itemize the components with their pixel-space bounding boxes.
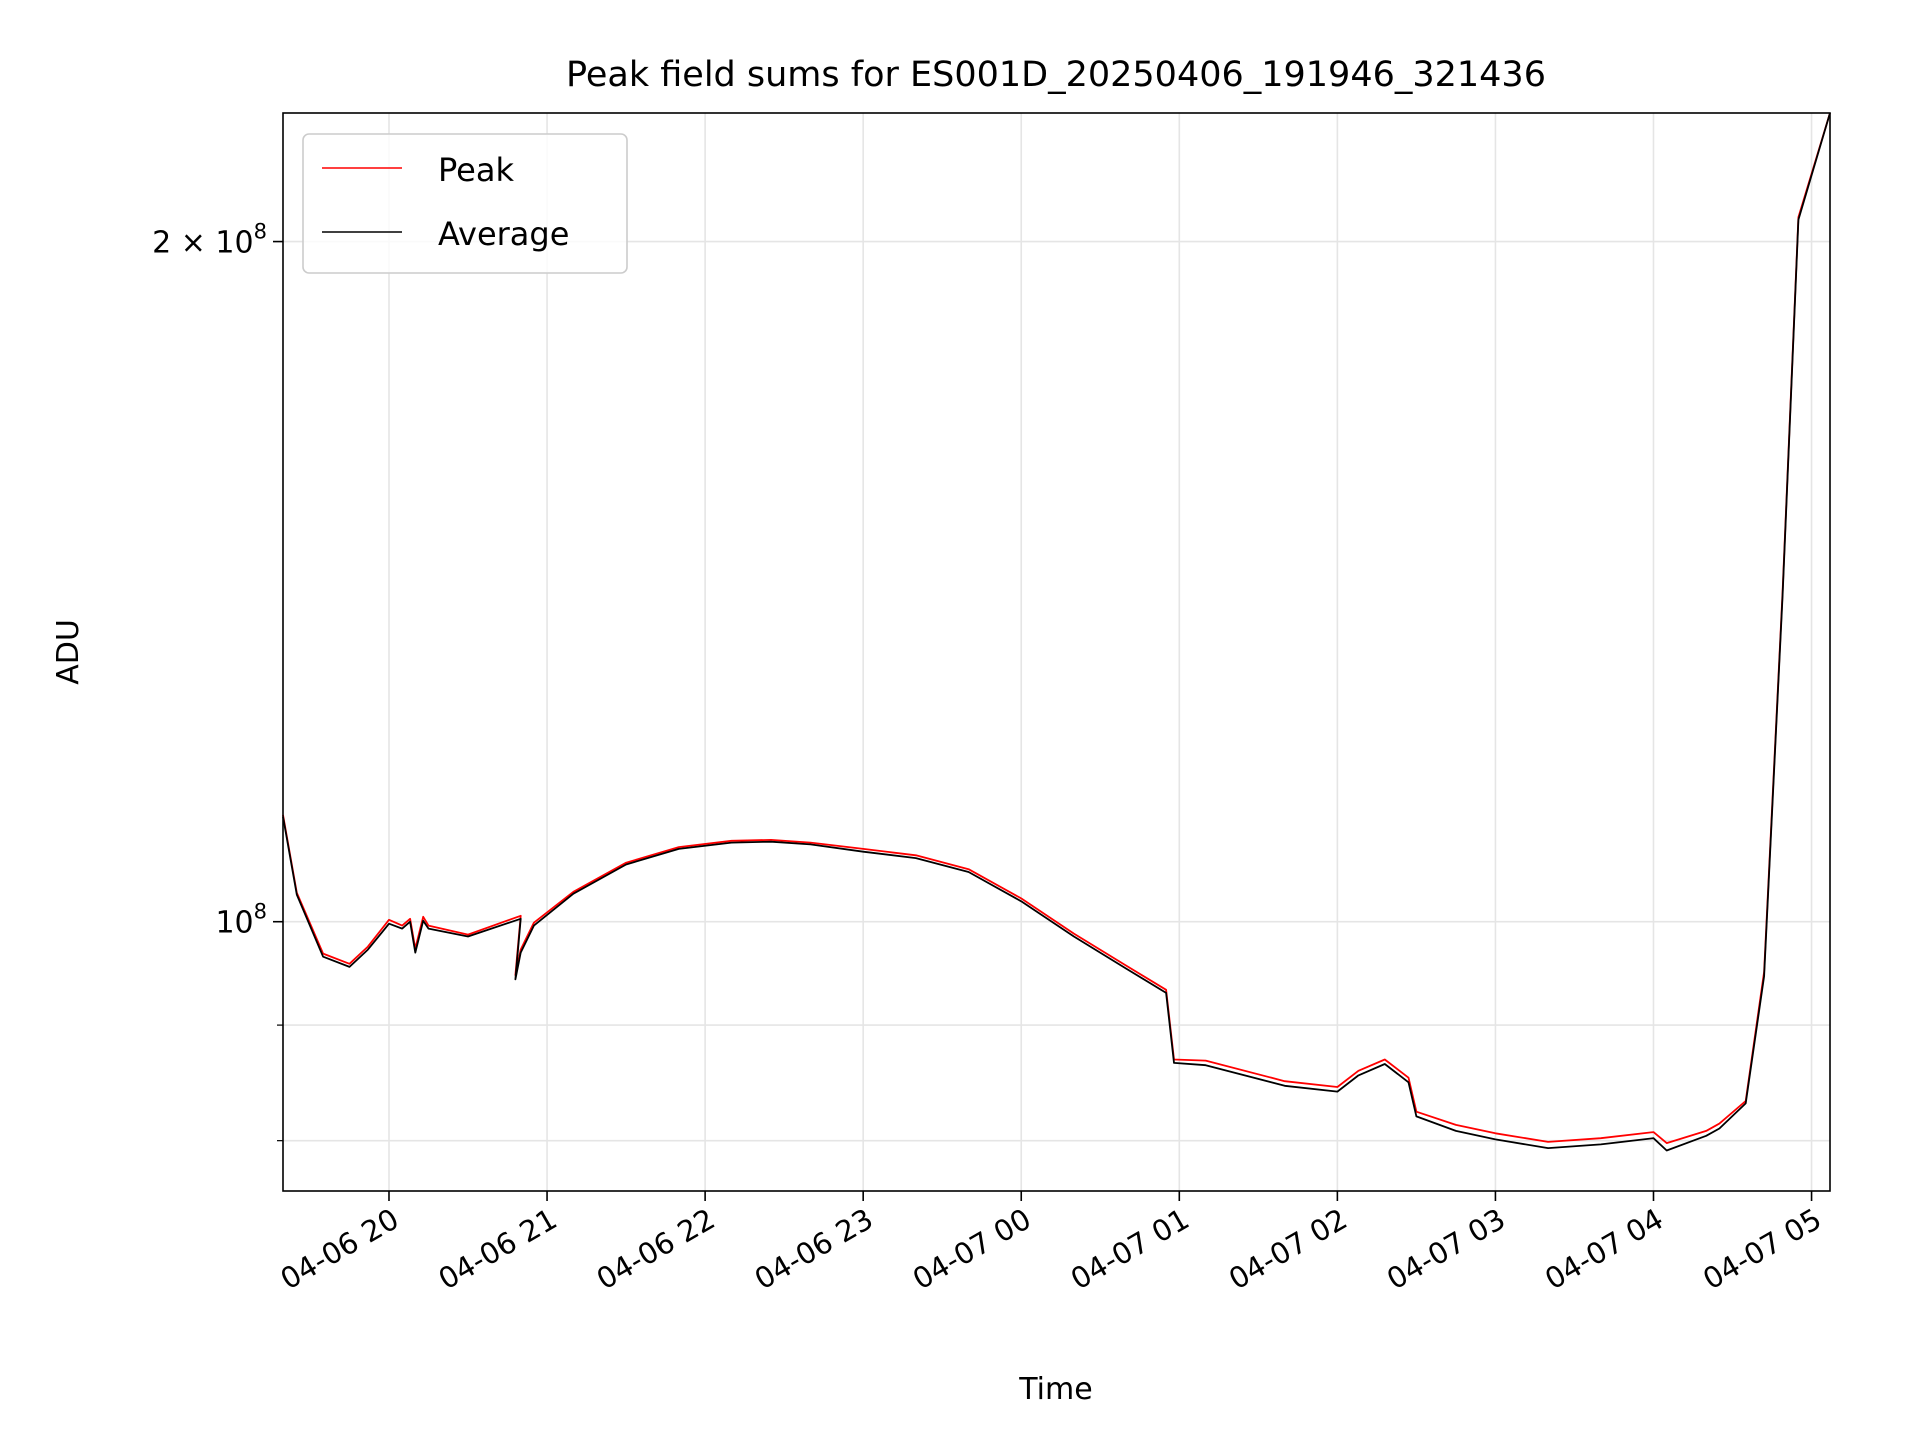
legend-label-average: Average bbox=[438, 215, 569, 253]
x-axis-label: Time bbox=[1018, 1372, 1092, 1407]
y-axis-label: ADU bbox=[51, 619, 86, 685]
series-line-average bbox=[282, 112, 1831, 1152]
plot-lines bbox=[282, 112, 1831, 1152]
legend: Peak Average bbox=[302, 133, 628, 274]
chart-title: Peak field sums for ES001D_20250406_1919… bbox=[566, 55, 1546, 95]
legend-label-peak: Peak bbox=[438, 151, 514, 189]
y-tick-label: 2 × 108 bbox=[152, 220, 267, 261]
plot-frame bbox=[282, 112, 1831, 1192]
series-line-peak bbox=[282, 112, 1831, 1144]
